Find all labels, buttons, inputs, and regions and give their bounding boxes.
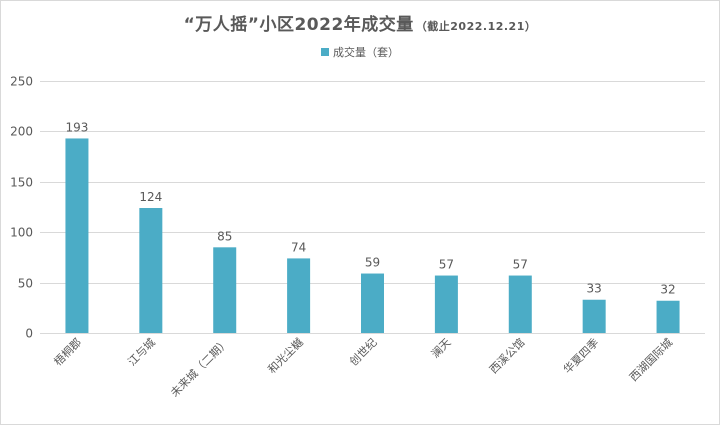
x-tick-label: 梧桐郡 <box>51 335 84 368</box>
x-tick-label: 西湖国际城 <box>627 336 675 384</box>
y-tick-label: 150 <box>10 176 33 190</box>
chart-title: “万人摇”小区2022年成交量 （截止2022.12.21） <box>0 10 720 35</box>
x-tick-label: 创世纪 <box>347 336 380 369</box>
bar <box>213 247 237 333</box>
chart-legend: 成交量（套） <box>0 44 720 60</box>
x-tick-label: 和光尘樾 <box>265 335 306 376</box>
x-tick-label: 江与城 <box>125 336 158 369</box>
bar <box>508 275 532 333</box>
x-tick-label: 西溪公馆 <box>486 335 527 376</box>
data-label: 33 <box>587 282 602 296</box>
bar <box>656 300 680 333</box>
bar <box>361 273 384 333</box>
data-label: 85 <box>217 229 232 243</box>
bar <box>65 138 89 333</box>
y-tick-label: 0 <box>25 327 33 341</box>
data-label: 124 <box>139 190 162 204</box>
y-tick-label: 250 <box>10 75 33 89</box>
x-tick-label: 未来城（二期） <box>168 336 232 400</box>
chart-title-sub: （截止2022.12.21） <box>415 20 537 33</box>
bar <box>139 208 163 333</box>
bar <box>287 258 311 333</box>
bar <box>582 299 606 333</box>
y-tick-label: 50 <box>18 277 33 291</box>
data-label: 32 <box>660 283 675 297</box>
data-label: 74 <box>291 240 306 254</box>
data-label: 59 <box>365 256 380 270</box>
x-tick-label: 华夏四季 <box>560 335 601 376</box>
bar <box>434 275 458 333</box>
data-label: 57 <box>439 258 454 272</box>
chart-title-main: “万人摇”小区2022年成交量 <box>183 15 414 35</box>
data-label: 193 <box>65 120 88 134</box>
data-label: 57 <box>513 258 528 272</box>
legend-swatch <box>321 48 329 56</box>
y-tick-label: 200 <box>10 125 33 139</box>
legend-label: 成交量（套） <box>333 46 399 59</box>
y-tick-label: 100 <box>10 226 33 240</box>
x-tick-label: 澜天 <box>428 335 453 360</box>
